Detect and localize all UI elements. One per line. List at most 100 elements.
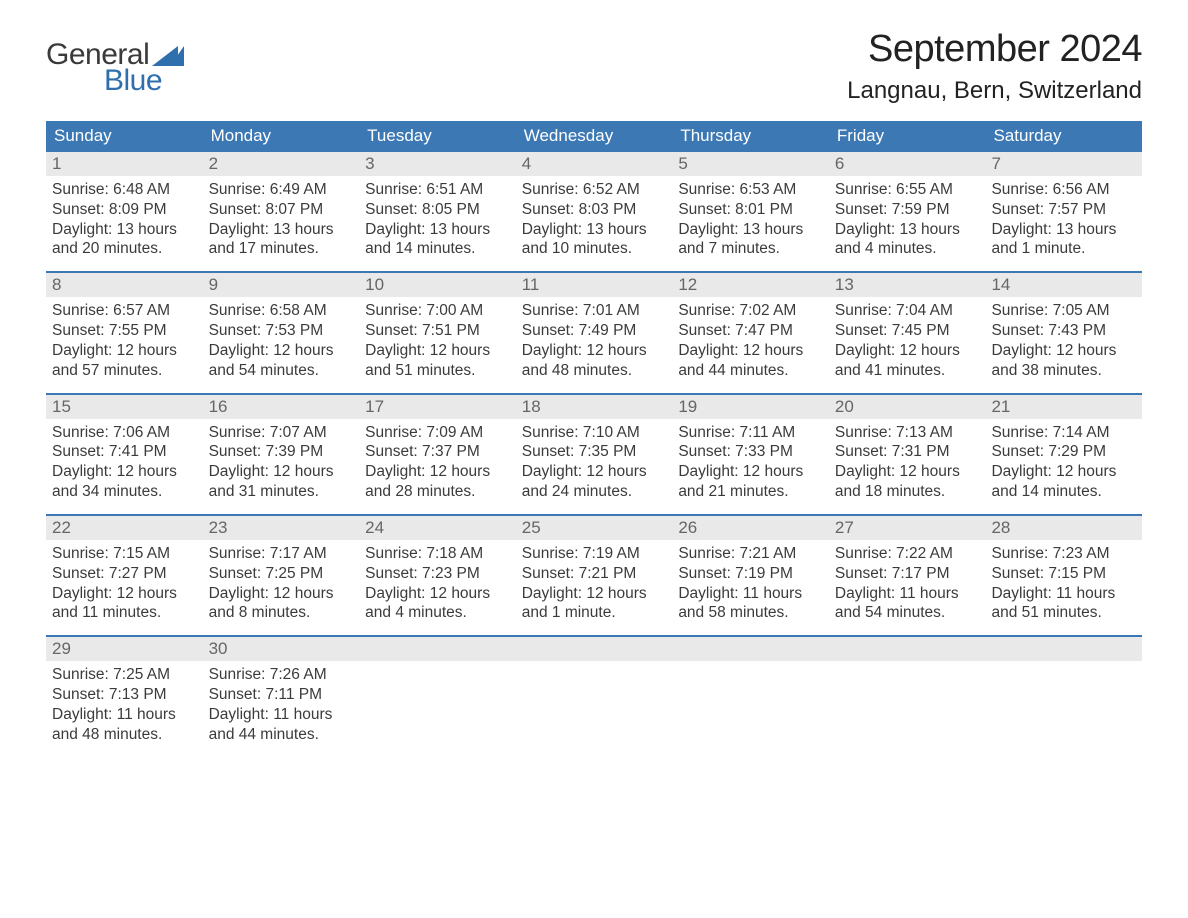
day-cell: 2Sunrise: 6:49 AMSunset: 8:07 PMDaylight… — [203, 152, 360, 271]
day-cell: 23Sunrise: 7:17 AMSunset: 7:25 PMDayligh… — [203, 516, 360, 635]
daylight-line-2: and 34 minutes. — [52, 482, 197, 502]
day-cell: . — [985, 637, 1142, 756]
daylight-line-2: and 14 minutes. — [991, 482, 1136, 502]
day-number: 16 — [209, 397, 228, 416]
day-cell: 7Sunrise: 6:56 AMSunset: 7:57 PMDaylight… — [985, 152, 1142, 271]
logo-word-2: Blue — [104, 64, 162, 98]
daynum-bar: 30 — [203, 637, 360, 661]
day-number: 26 — [678, 518, 697, 537]
day-cell: . — [829, 637, 986, 756]
day-cell: 20Sunrise: 7:13 AMSunset: 7:31 PMDayligh… — [829, 395, 986, 514]
daynum-bar: 1 — [46, 152, 203, 176]
sunrise-line: Sunrise: 7:17 AM — [209, 544, 354, 564]
daynum-bar: 15 — [46, 395, 203, 419]
day-cell: 3Sunrise: 6:51 AMSunset: 8:05 PMDaylight… — [359, 152, 516, 271]
sunrise-line: Sunrise: 7:23 AM — [991, 544, 1136, 564]
day-number: 10 — [365, 275, 384, 294]
day-header: Monday — [203, 121, 360, 152]
day-number: 11 — [522, 275, 540, 294]
daylight-line-2: and 51 minutes. — [365, 361, 510, 381]
daylight-line-1: Daylight: 13 hours — [991, 220, 1136, 240]
day-cell: 28 Sunrise: 7:23 AMSunset: 7:15 PMDayligh… — [985, 516, 1142, 635]
sunset-line: Sunset: 7:39 PM — [209, 442, 354, 462]
day-body: Sunrise: 7:07 AMSunset: 7:39 PMDaylight:… — [203, 419, 360, 502]
day-number: 17 — [365, 397, 384, 416]
day-body: Sunrise: 7:02 AMSunset: 7:47 PMDaylight:… — [672, 297, 829, 380]
day-number: 13 — [835, 275, 854, 294]
day-cell: . — [672, 637, 829, 756]
daynum-bar: . — [359, 637, 516, 661]
day-number: 28 — [991, 518, 1010, 537]
day-body: Sunrise: 7:14 AMSunset: 7:29 PMDaylight:… — [985, 419, 1142, 502]
daylight-line-2: and 38 minutes. — [991, 361, 1136, 381]
daynum-bar: 14 — [985, 273, 1142, 297]
daynum-bar: 2 — [203, 152, 360, 176]
sunrise-line: Sunrise: 7:05 AM — [991, 301, 1136, 321]
day-number: 14 — [991, 275, 1010, 294]
daylight-line-2: and 24 minutes. — [522, 482, 667, 502]
day-cell: 4Sunrise: 6:52 AMSunset: 8:03 PMDaylight… — [516, 152, 673, 271]
sunrise-line: Sunrise: 7:01 AM — [522, 301, 667, 321]
sunset-line: Sunset: 7:33 PM — [678, 442, 823, 462]
sunset-line: Sunset: 7:21 PM — [522, 564, 667, 584]
sunset-line: Sunset: 7:11 PM — [209, 685, 354, 705]
day-cell: 12Sunrise: 7:02 AMSunset: 7:47 PMDayligh… — [672, 273, 829, 392]
daynum-bar: 25 — [516, 516, 673, 540]
day-cell: 30Sunrise: 7:26 AMSunset: 7:11 PMDayligh… — [203, 637, 360, 756]
day-body: Sunrise: 7:05 AMSunset: 7:43 PMDaylight:… — [985, 297, 1142, 380]
sunrise-line: Sunrise: 7:25 AM — [52, 665, 197, 685]
day-cell: 26Sunrise: 7:21 AMSunset: 7:19 PMDayligh… — [672, 516, 829, 635]
daylight-line-1: Daylight: 13 hours — [52, 220, 197, 240]
day-body: Sunrise: 6:55 AMSunset: 7:59 PMDaylight:… — [829, 176, 986, 259]
daynum-bar: 28 — [985, 516, 1142, 540]
day-body: Sunrise: 7:15 AMSunset: 7:27 PMDaylight:… — [46, 540, 203, 623]
day-number: 9 — [209, 275, 218, 294]
daynum-bar: 7 — [985, 152, 1142, 176]
day-number: 30 — [209, 639, 228, 658]
day-body: Sunrise: 7:17 AMSunset: 7:25 PMDaylight:… — [203, 540, 360, 623]
day-cell: 21Sunrise: 7:14 AMSunset: 7:29 PMDayligh… — [985, 395, 1142, 514]
sunset-line: Sunset: 7:47 PM — [678, 321, 823, 341]
daylight-line-1: Daylight: 11 hours — [209, 705, 354, 725]
daynum-bar: 12 — [672, 273, 829, 297]
sunset-line: Sunset: 7:19 PM — [678, 564, 823, 584]
day-number: 3 — [365, 154, 374, 173]
daynum-bar: 8 — [46, 273, 203, 297]
sunset-line: Sunset: 8:05 PM — [365, 200, 510, 220]
day-cell: 11 Sunrise: 7:01 AMSunset: 7:49 PMDayligh… — [516, 273, 673, 392]
day-body: Sunrise: 7:11 AMSunset: 7:33 PMDaylight:… — [672, 419, 829, 502]
daylight-line-1: Daylight: 12 hours — [52, 584, 197, 604]
day-number: 29 — [52, 639, 71, 658]
daylight-line-1: Daylight: 12 hours — [522, 584, 667, 604]
sunset-line: Sunset: 7:29 PM — [991, 442, 1136, 462]
sunrise-line: Sunrise: 7:06 AM — [52, 423, 197, 443]
day-cell: . — [516, 637, 673, 756]
day-number: 25 — [522, 518, 541, 537]
sunrise-line: Sunrise: 7:09 AM — [365, 423, 510, 443]
day-body: Sunrise: 7:23 AMSunset: 7:15 PMDaylight:… — [985, 540, 1142, 623]
sunrise-line: Sunrise: 6:51 AM — [365, 180, 510, 200]
daylight-line-1: Daylight: 12 hours — [522, 341, 667, 361]
day-header: Thursday — [672, 121, 829, 152]
day-number: 27 — [835, 518, 854, 537]
day-header: Sunday — [46, 121, 203, 152]
sunset-line: Sunset: 8:03 PM — [522, 200, 667, 220]
sunset-line: Sunset: 8:07 PM — [209, 200, 354, 220]
daylight-line-1: Daylight: 12 hours — [835, 462, 980, 482]
week-row: 1Sunrise: 6:48 AMSunset: 8:09 PMDaylight… — [46, 152, 1142, 271]
day-cell: 27Sunrise: 7:22 AMSunset: 7:17 PMDayligh… — [829, 516, 986, 635]
location-subtitle: Langnau, Bern, Switzerland — [847, 77, 1142, 105]
daylight-line-2: and 44 minutes. — [678, 361, 823, 381]
daylight-line-1: Daylight: 13 hours — [835, 220, 980, 240]
page-header: General Blue September 2024 Langnau, Ber… — [46, 28, 1142, 105]
daylight-line-1: Daylight: 12 hours — [52, 462, 197, 482]
daynum-bar: . — [985, 637, 1142, 661]
logo-sail-icon-2 — [170, 46, 184, 66]
sunrise-line: Sunrise: 7:14 AM — [991, 423, 1136, 443]
daylight-line-2: and 18 minutes. — [835, 482, 980, 502]
daynum-bar: 24 — [359, 516, 516, 540]
daylight-line-1: Daylight: 12 hours — [678, 341, 823, 361]
daynum-bar: . — [829, 637, 986, 661]
sunset-line: Sunset: 7:49 PM — [522, 321, 667, 341]
daylight-line-2: and 44 minutes. — [209, 725, 354, 745]
